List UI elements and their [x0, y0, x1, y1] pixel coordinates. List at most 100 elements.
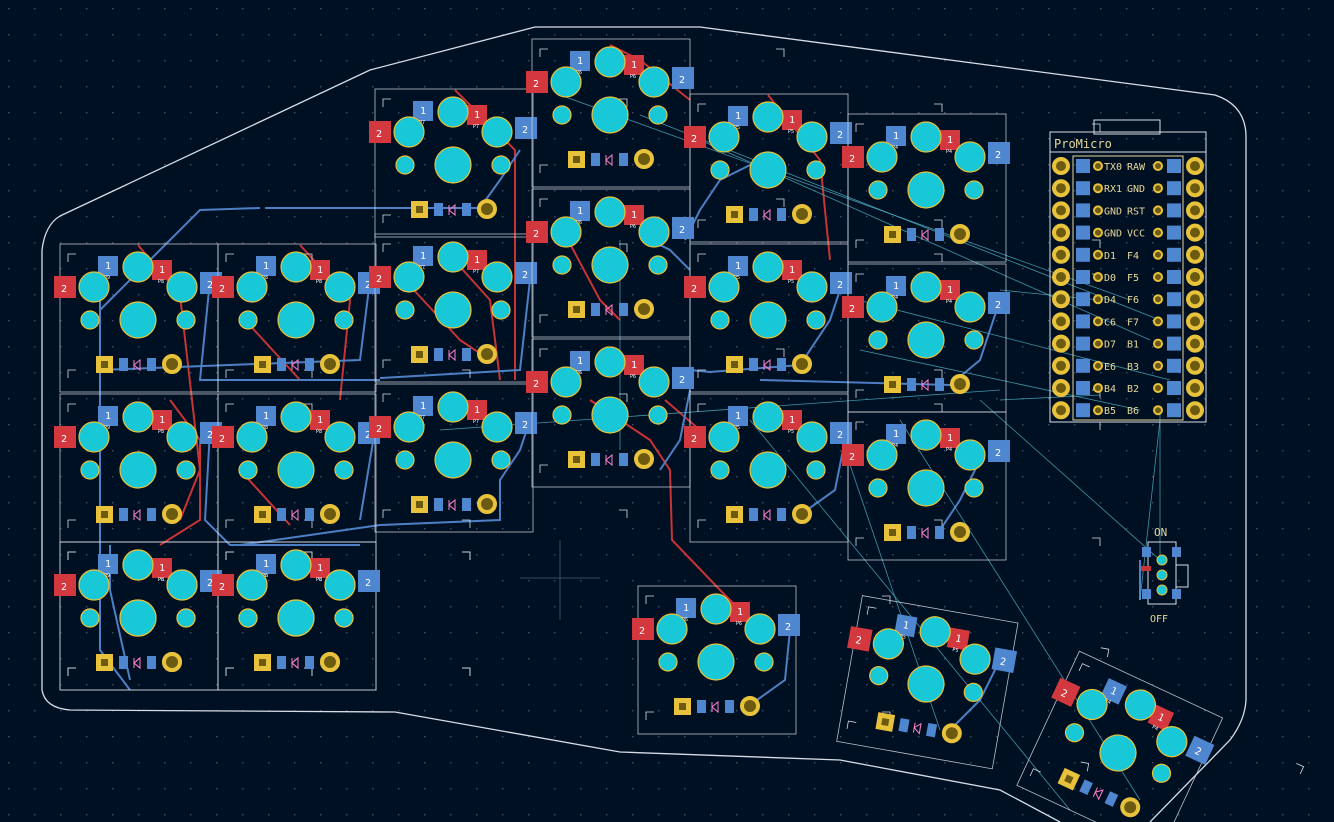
- pad-number-label: 1: [947, 135, 953, 146]
- pad-net-label: P6: [576, 220, 582, 226]
- pad-number-label: 1: [105, 411, 111, 422]
- pad-net-label: P6: [682, 617, 688, 623]
- pad-net-label: P6: [576, 70, 582, 76]
- pad-number-label: 1: [1108, 686, 1118, 699]
- pad-net-label: P4: [946, 299, 952, 305]
- pad-number-label: 1: [902, 620, 910, 632]
- pad-net-label: P9: [104, 275, 110, 281]
- pad-net-label: P5: [788, 279, 794, 285]
- mcu-pin-left-label: C6: [1104, 317, 1116, 328]
- pad-net-label: P8: [262, 425, 268, 431]
- mcu-title: ProMicro: [1054, 137, 1112, 151]
- switch-sw-c2-r2: 2 2 1 P7 1 P7: [369, 383, 628, 533]
- power-switch-footprint: ON OFF: [1141, 526, 1189, 625]
- pad-net-label: P6: [736, 621, 742, 627]
- pad-net-label: P6: [630, 374, 636, 380]
- pad-number-label: 2: [533, 229, 539, 240]
- pad-number-label: 2: [995, 300, 1001, 311]
- cursor-crosshair: [520, 540, 600, 620]
- pad-net-label: P8: [316, 279, 322, 285]
- mcu-pin-left-label: D0: [1104, 273, 1116, 284]
- pad-number-label: 1: [577, 206, 583, 217]
- pad-number-label: 1: [577, 56, 583, 67]
- pad-number-label: 2: [219, 284, 225, 295]
- pad-number-label: 1: [317, 415, 323, 426]
- promicro-footprint: ProMicro TX0 RAW RX1 GND GND RST GND VCC D1 F4 D0 F5…: [1049, 119, 1207, 423]
- pad-number-label: 2: [61, 434, 67, 445]
- pad-number-label: 2: [365, 578, 371, 589]
- pad-net-label: P5: [899, 634, 906, 641]
- switch-sw-thumb-1: 2 2 1 P6 1 P6: [632, 585, 891, 735]
- pad-net-label: P7: [473, 269, 479, 275]
- switch-sw-thumb-2: 2 2 1 P5 1 P5: [836, 595, 1110, 772]
- pad-number-label: 1: [263, 559, 269, 570]
- pad-number-label: 1: [893, 429, 899, 440]
- switch-sw-c4-r1: 2 2 1 P5 1 P5: [684, 243, 943, 393]
- mcu-pin-right-label: RST: [1127, 206, 1145, 217]
- pad-number-label: 1: [577, 356, 583, 367]
- mcu-pin-right-label: F4: [1127, 251, 1139, 262]
- pad-net-label: P5: [734, 425, 740, 431]
- pad-number-label: 2: [691, 284, 697, 295]
- pad-number-label: 2: [365, 430, 371, 441]
- pad-number-label: 2: [999, 657, 1007, 669]
- pad-number-label: 2: [785, 622, 791, 633]
- switch-sw-c3-r1: 2 2 1 P6 1 P6: [526, 188, 785, 338]
- pad-number-label: 2: [849, 304, 855, 315]
- pad-net-label: P8: [262, 573, 268, 579]
- pad-number-label: 1: [420, 251, 426, 262]
- pad-number-label: 2: [1193, 746, 1203, 759]
- pad-number-label: 1: [474, 110, 480, 121]
- mcu-pin-right-label: RAW: [1127, 162, 1146, 173]
- pad-number-label: 2: [522, 125, 528, 136]
- switch-sw-c4-r0: 2 2 1 P5 1 P5: [684, 93, 943, 243]
- pad-number-label: 1: [954, 633, 962, 645]
- pad-number-label: 1: [317, 265, 323, 276]
- pad-net-label: P5: [788, 429, 794, 435]
- pad-number-label: 1: [420, 401, 426, 412]
- pad-number-label: 2: [376, 424, 382, 435]
- mcu-pin-right-label: GND: [1127, 184, 1145, 195]
- pad-number-label: 2: [849, 154, 855, 165]
- pad-net-label: P7: [473, 419, 479, 425]
- pad-number-label: 1: [631, 360, 637, 371]
- pad-net-label: P4: [892, 295, 898, 301]
- pad-number-label: 1: [735, 111, 741, 122]
- pad-number-label: 2: [837, 130, 843, 141]
- pad-number-label: 2: [207, 280, 213, 291]
- pad-number-label: 2: [1059, 688, 1069, 701]
- pad-net-label: P7: [473, 124, 479, 130]
- pad-number-label: 2: [376, 129, 382, 140]
- pad-number-label: 1: [789, 115, 795, 126]
- pad-net-label: P9: [104, 573, 110, 579]
- mcu-pin-left-label: D4: [1104, 295, 1116, 306]
- pad-net-label: P8: [316, 577, 322, 583]
- pad-number-label: 1: [893, 281, 899, 292]
- switch-off-label: OFF: [1150, 614, 1168, 625]
- switch-on-label: ON: [1154, 526, 1167, 539]
- switch-sw-c2-r0: 2 2 1 P7 1 P7: [369, 88, 628, 238]
- mcu-pin-right-label: F5: [1127, 273, 1139, 284]
- pad-number-label: 2: [995, 150, 1001, 161]
- pad-number-label: 2: [207, 578, 213, 589]
- mcu-pin-left-label: D1: [1104, 251, 1116, 262]
- pad-number-label: 1: [420, 106, 426, 117]
- mcu-pin-left-label: D7: [1104, 340, 1116, 351]
- mcu-pin-right-label: F6: [1127, 295, 1139, 306]
- pad-net-label: P5: [788, 129, 794, 135]
- switch-sw-c1-r3: 2 2 1 P8 1 P8: [212, 541, 471, 691]
- switch-sw-c1-r1: 2 2 1 P8 1 P8: [212, 393, 471, 543]
- mcu-pin-left-label: B4: [1104, 384, 1116, 395]
- pad-net-label: P8: [158, 577, 164, 583]
- pad-net-label: P8: [316, 429, 322, 435]
- pad-net-label: P8: [262, 573, 268, 579]
- pad-number-label: 2: [376, 274, 382, 285]
- mcu-pin-left-label: TX0: [1104, 162, 1122, 173]
- pad-number-label: 2: [533, 379, 539, 390]
- pad-net-label: P6: [576, 370, 582, 376]
- pad-number-label: 1: [105, 261, 111, 272]
